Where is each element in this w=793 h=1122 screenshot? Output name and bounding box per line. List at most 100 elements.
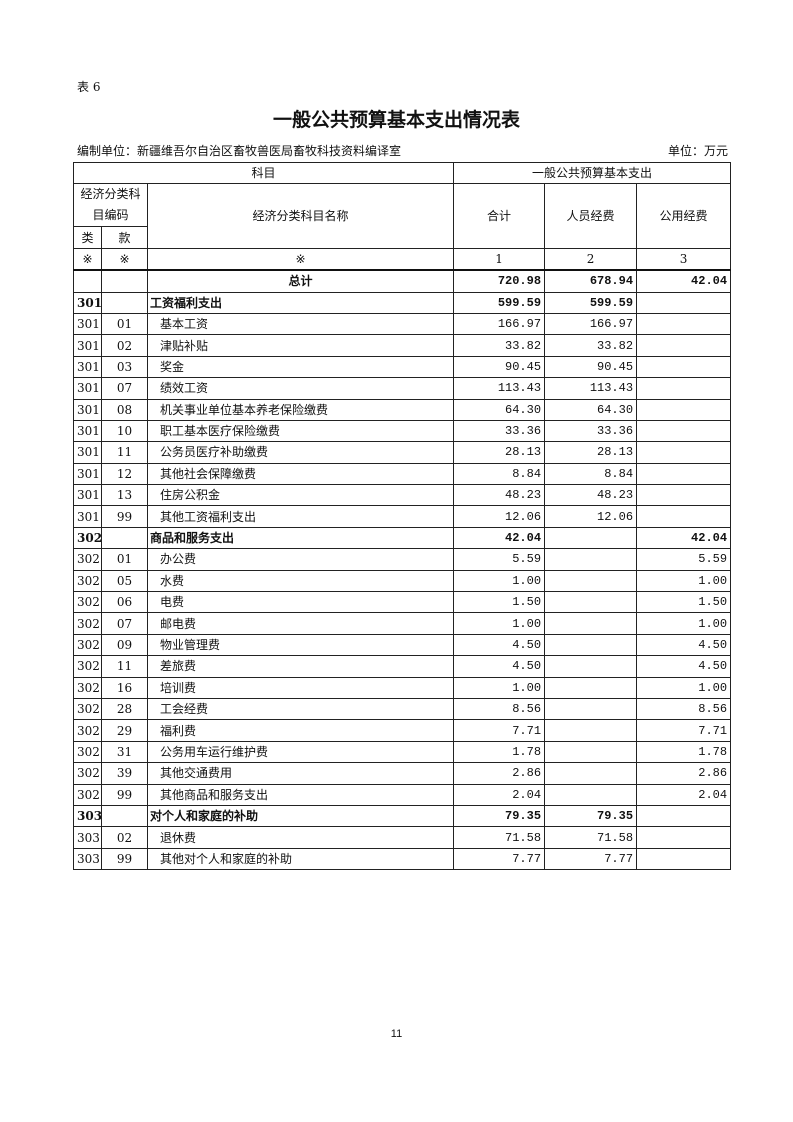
cell-name: 其他工资福利支出 bbox=[146, 505, 455, 528]
cell-name: 公务员医疗补助缴费 bbox=[146, 441, 455, 464]
cell-personnel bbox=[544, 676, 638, 699]
cell-name: 其他交通费用 bbox=[146, 762, 455, 785]
cell-public: 1.00 bbox=[636, 569, 732, 593]
table-row: 303 对个人和家庭的补助 79.35 79.35 bbox=[73, 804, 732, 828]
mark: ※ bbox=[101, 247, 148, 271]
budget-expenditure-table: 科目 一般公共预算基本支出 经济分类科目编码 经济分类科目名称 合计 人员经费 … bbox=[72, 161, 732, 871]
cell-category: 301 bbox=[73, 355, 102, 379]
cell-category: 301 bbox=[73, 419, 102, 443]
cell-category: 302 bbox=[73, 762, 102, 785]
cell-item: 09 bbox=[101, 633, 148, 657]
cell-item: 31 bbox=[101, 740, 148, 764]
cell-public: 42.04 bbox=[636, 526, 732, 550]
cell-category: 303 bbox=[73, 826, 102, 849]
cell-public bbox=[636, 398, 732, 421]
compiling-unit: 编制单位：新疆维吾尔自治区畜牧兽医局畜牧科技资料编译室 bbox=[77, 144, 402, 158]
cell-personnel bbox=[544, 526, 638, 550]
cell-category: 301 bbox=[73, 484, 102, 507]
table-row: 302 29 福利费 7.71 7.71 bbox=[73, 719, 732, 742]
cell-name: 住房公积金 bbox=[146, 484, 455, 507]
cell-name: 工会经费 bbox=[146, 697, 455, 721]
cell-item: 28 bbox=[101, 697, 148, 721]
cell-public: 7.71 bbox=[636, 719, 732, 742]
cell-total: 8.56 bbox=[453, 697, 546, 721]
table-row: 302 99 其他商品和服务支出 2.04 2.04 bbox=[73, 783, 732, 806]
cell-category: 302 bbox=[73, 569, 102, 593]
cell-category: 301 bbox=[73, 398, 102, 421]
cell-item: 99 bbox=[101, 505, 148, 528]
cell-total: 2.86 bbox=[453, 762, 546, 785]
table-row: 302 07 邮电费 1.00 1.00 bbox=[73, 612, 732, 635]
cell-name: 基本工资 bbox=[146, 312, 455, 336]
cell-total: 1.78 bbox=[453, 740, 546, 764]
cell-public bbox=[636, 355, 732, 379]
table-row: 301 99 其他工资福利支出 12.06 12.06 bbox=[73, 505, 732, 528]
cell-category: 302 bbox=[73, 633, 102, 657]
cell-name: 福利费 bbox=[146, 719, 455, 742]
table-row: 301 工资福利支出 599.59 599.59 bbox=[73, 291, 732, 314]
mark: ※ bbox=[146, 247, 455, 271]
cell-name: 水费 bbox=[146, 569, 455, 593]
cell-category: 302 bbox=[73, 655, 102, 678]
cell-total: 71.58 bbox=[453, 826, 546, 849]
cell-public bbox=[636, 826, 732, 849]
cell-public bbox=[636, 462, 732, 486]
cell-item: 39 bbox=[101, 762, 148, 785]
header-total: 合计 bbox=[453, 183, 546, 249]
cell-item: 01 bbox=[101, 312, 148, 336]
cell-item: 07 bbox=[101, 377, 148, 400]
header-public: 公用经费 bbox=[636, 183, 732, 249]
cell-item: 01 bbox=[101, 548, 148, 571]
cell-category: 301 bbox=[73, 377, 102, 400]
cell-public: 1.50 bbox=[636, 591, 732, 614]
cell-total: 1.00 bbox=[453, 676, 546, 699]
table-row: 303 02 退休费 71.58 71.58 bbox=[73, 826, 732, 849]
cell-total: 1.00 bbox=[453, 612, 546, 635]
cell-name: 办公费 bbox=[146, 548, 455, 571]
cell-item: 99 bbox=[101, 783, 148, 806]
table-row: 301 08 机关事业单位基本养老保险缴费 64.30 64.30 bbox=[73, 398, 732, 421]
cell-total: 7.71 bbox=[453, 719, 546, 742]
cell-total: 28.13 bbox=[453, 441, 546, 464]
cell-public: 5.59 bbox=[636, 548, 732, 571]
cell-public bbox=[636, 441, 732, 464]
table-row: 301 12 其他社会保障缴费 8.84 8.84 bbox=[73, 462, 732, 486]
table-row: 302 09 物业管理费 4.50 4.50 bbox=[73, 633, 732, 657]
cell-personnel: 79.35 bbox=[544, 804, 638, 828]
header-code: 经济分类科目编码 bbox=[73, 183, 148, 228]
grand-total-label: 总计 bbox=[146, 269, 455, 293]
cell-total: 90.45 bbox=[453, 355, 546, 379]
cell-personnel bbox=[544, 783, 638, 806]
cell-item: 07 bbox=[101, 612, 148, 635]
table-row: 301 11 公务员医疗补助缴费 28.13 28.13 bbox=[73, 441, 732, 464]
table-row: 302 31 公务用车运行维护费 1.78 1.78 bbox=[73, 740, 732, 764]
cell-category: 301 bbox=[73, 505, 102, 528]
cell-public bbox=[636, 419, 732, 443]
header-category: 类 bbox=[73, 226, 102, 249]
table-row: 302 16 培训费 1.00 1.00 bbox=[73, 676, 732, 699]
cell-personnel: 113.43 bbox=[544, 377, 638, 400]
cell-personnel: 8.84 bbox=[544, 462, 638, 486]
cell-item: 05 bbox=[101, 569, 148, 593]
cell-category: 301 bbox=[73, 312, 102, 336]
cell-name: 商品和服务支出 bbox=[146, 526, 455, 550]
cell-name: 其他对个人和家庭的补助 bbox=[146, 847, 455, 871]
cell-item: 11 bbox=[101, 441, 148, 464]
cell-category: 302 bbox=[73, 591, 102, 614]
cell-category: 302 bbox=[73, 548, 102, 571]
cell-personnel bbox=[544, 719, 638, 742]
cell-name: 其他商品和服务支出 bbox=[146, 783, 455, 806]
cell-public: 4.50 bbox=[636, 655, 732, 678]
table-row: 301 10 职工基本医疗保险缴费 33.36 33.36 bbox=[73, 419, 732, 443]
cell-name: 电费 bbox=[146, 591, 455, 614]
cell-public: 2.04 bbox=[636, 783, 732, 806]
cell-category: 303 bbox=[73, 804, 102, 828]
cell-name: 物业管理费 bbox=[146, 633, 455, 657]
cell-total: 42.04 bbox=[453, 526, 546, 550]
cell-category: 302 bbox=[73, 526, 102, 550]
cell-category: 301 bbox=[73, 462, 102, 486]
cell-total: 599.59 bbox=[453, 291, 546, 314]
cell-public bbox=[636, 505, 732, 528]
cell-public: 1.00 bbox=[636, 612, 732, 635]
cell-public bbox=[636, 291, 732, 314]
